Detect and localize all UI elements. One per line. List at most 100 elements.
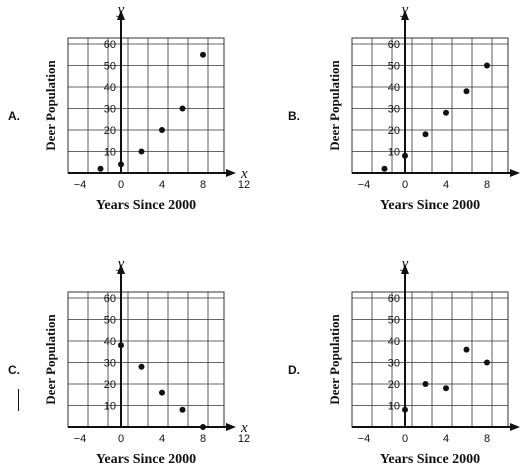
y-tick-label: 40	[104, 336, 116, 348]
data-point	[402, 406, 408, 413]
x-axis-letter: x	[240, 166, 248, 182]
x-tick-label: 4	[159, 179, 165, 191]
x-tick-label: 8	[484, 433, 490, 445]
data-point	[484, 359, 490, 366]
y-tick-label: 50	[104, 61, 116, 73]
data-point	[443, 385, 449, 392]
y-axis-letter: y	[116, 2, 125, 18]
x-axis-title: Years Since 2000	[380, 198, 480, 213]
y-axis-arrow	[401, 10, 409, 20]
x-tick-label: 12	[238, 433, 250, 445]
chart-panel: y x 10 20 30 40 50 60 −4 0 4 8 12 Years Since 2000 Dee…	[8, 256, 250, 467]
y-axis-title: Deer Population	[327, 60, 342, 151]
data-point	[118, 342, 124, 349]
data-point	[200, 424, 206, 430]
data-point	[138, 363, 145, 370]
data-point	[422, 131, 429, 138]
data-point	[463, 346, 470, 353]
cursor-mark	[18, 389, 19, 411]
data-point	[422, 381, 429, 387]
x-tick-label: −4	[74, 179, 87, 191]
data-point	[381, 165, 388, 172]
chart-panel: y x 10 20 30 40 50 60 −4 0 4 8 12 Years Since 2000 Dee…	[8, 2, 250, 213]
y-tick-label: 20	[104, 379, 116, 391]
data-point	[138, 148, 145, 155]
x-tick-label: 4	[443, 179, 449, 191]
y-axis-arrow	[117, 10, 125, 20]
y-axis-letter: y	[400, 2, 409, 18]
data-point	[179, 406, 186, 413]
x-tick-label: 8	[484, 179, 490, 191]
y-tick-label: 50	[104, 315, 116, 327]
y-tick-label: 30	[104, 104, 116, 116]
panel-label: B.	[288, 109, 300, 123]
y-axis-arrow	[401, 264, 409, 274]
plot-frame	[67, 291, 225, 428]
data-point	[179, 105, 186, 112]
x-tick-label: 0	[402, 433, 408, 445]
y-axis-title: Deer Population	[327, 314, 342, 405]
y-tick-label: 40	[388, 82, 400, 94]
y-axis-arrow	[117, 264, 125, 274]
y-tick-label: 60	[104, 39, 116, 51]
x-tick-label: −4	[358, 433, 371, 445]
data-point	[463, 88, 470, 95]
x-axis-arrow	[226, 169, 236, 177]
y-tick-label: 10	[388, 401, 400, 413]
x-tick-label: 8	[200, 179, 206, 191]
x-tick-label: 0	[118, 433, 124, 445]
x-axis-arrow	[510, 423, 520, 431]
y-tick-label: 50	[388, 61, 400, 73]
x-axis-arrow	[510, 169, 520, 177]
y-tick-label: 60	[388, 293, 400, 305]
x-axis-title: Years Since 2000	[380, 452, 480, 467]
y-axis-letter: y	[116, 256, 125, 272]
x-tick-label: 4	[159, 433, 165, 445]
x-tick-label: 12	[238, 179, 250, 191]
y-tick-label: 40	[388, 336, 400, 348]
y-tick-label: 30	[388, 358, 400, 370]
plot-frame	[351, 291, 509, 428]
x-tick-label: 0	[402, 179, 408, 191]
x-tick-label: 4	[443, 433, 449, 445]
y-axis-title: Deer Population	[43, 60, 58, 151]
x-tick-label: −4	[358, 179, 371, 191]
data-point	[200, 51, 206, 58]
data-point	[159, 127, 165, 133]
y-tick-label: 60	[388, 39, 400, 51]
y-tick-label: 10	[388, 147, 400, 159]
x-tick-label: −4	[74, 433, 87, 445]
y-tick-label: 50	[388, 315, 400, 327]
y-tick-label: 30	[104, 358, 116, 370]
data-point	[159, 389, 165, 396]
y-tick-label: 60	[104, 293, 116, 305]
x-axis-title: Years Since 2000	[96, 198, 196, 213]
panel-label: C.	[8, 363, 20, 377]
data-point	[402, 152, 408, 159]
data-point	[118, 161, 124, 168]
plot-frame	[351, 37, 509, 174]
y-tick-label: 20	[388, 125, 400, 137]
x-axis-arrow	[226, 423, 236, 431]
data-point	[97, 165, 104, 172]
x-tick-label: 8	[200, 433, 206, 445]
panel-label: A.	[8, 109, 20, 123]
y-axis-letter: y	[400, 256, 409, 272]
y-tick-label: 40	[104, 82, 116, 94]
data-point	[443, 109, 449, 116]
x-axis-title: Years Since 2000	[96, 452, 196, 467]
y-tick-label: 30	[388, 104, 400, 116]
x-tick-label: 0	[118, 179, 124, 191]
y-tick-label: 20	[104, 125, 116, 137]
panel-label: D.	[288, 363, 300, 377]
plot-frame	[67, 37, 225, 174]
y-tick-label: 20	[388, 379, 400, 391]
y-tick-label: 10	[104, 147, 116, 159]
x-axis-letter: x	[240, 420, 248, 436]
data-point	[484, 62, 490, 69]
y-tick-label: 10	[104, 401, 116, 413]
y-axis-title: Deer Population	[43, 314, 58, 405]
